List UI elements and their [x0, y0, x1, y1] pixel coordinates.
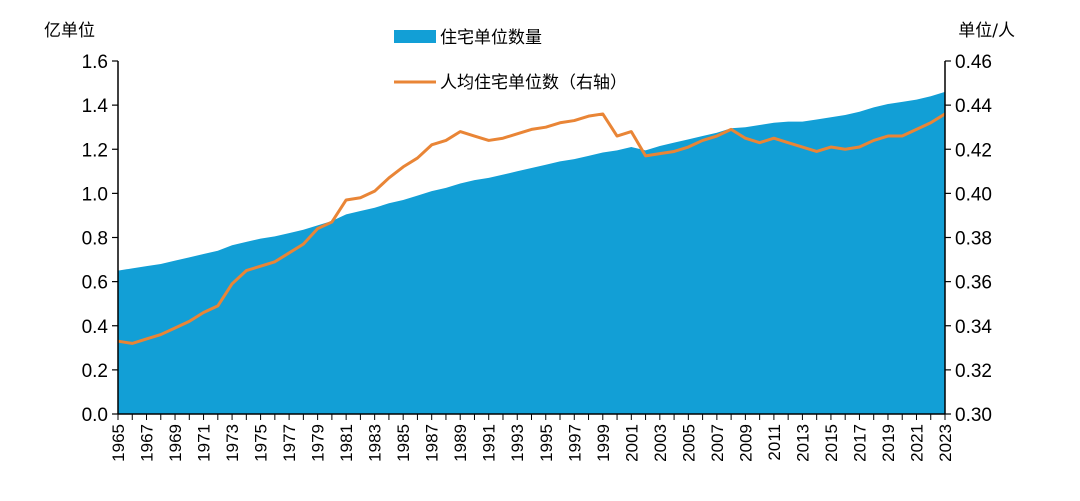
x-tick-label: 1995 [537, 424, 556, 462]
x-tick-label: 1981 [337, 424, 356, 462]
x-tick-label: 1977 [280, 424, 299, 462]
x-tick-label: 1993 [508, 424, 527, 462]
x-tick-label: 1987 [423, 424, 442, 462]
x-tick-label: 2011 [765, 424, 784, 461]
left-tick-label: 1.2 [82, 140, 108, 161]
left-tick-label: 1.6 [82, 52, 108, 73]
x-tick-label: 2019 [879, 424, 898, 462]
right-axis-unit: 单位/人 [958, 21, 1015, 41]
x-tick-label: 2003 [651, 424, 670, 462]
x-tick-label: 1967 [138, 424, 157, 462]
x-tick-label: 2005 [679, 424, 698, 462]
left-tick-label: 0.2 [82, 361, 108, 382]
left-axis-unit: 亿单位 [44, 21, 95, 41]
left-tick-label: 1.4 [82, 96, 109, 117]
left-tick-label: 1.0 [82, 184, 108, 205]
x-tick-label: 1969 [166, 424, 185, 462]
right-tick-label: 0.34 [955, 317, 992, 338]
legend-label-line: 人均住宅单位数（右轴） [440, 73, 627, 93]
x-tick-label: 1991 [480, 424, 499, 462]
x-tick-label: 2017 [850, 424, 869, 462]
left-axis-ticks: 0.0 0.2 0.4 0.6 0.8 1.0 1.2 1.4 1.6 [82, 52, 118, 426]
right-tick-label: 0.42 [955, 140, 992, 161]
legend: 住宅单位数量 人均住宅单位数（右轴） [394, 28, 627, 93]
legend-label-area: 住宅单位数量 [440, 28, 542, 48]
right-tick-label: 0.30 [955, 405, 992, 426]
right-tick-label: 0.38 [955, 229, 992, 250]
area-series-housing-units [118, 91, 945, 414]
x-tick-label: 2015 [822, 424, 841, 462]
x-tick-label: 2009 [736, 424, 755, 462]
x-tick-label: 1989 [451, 424, 470, 462]
plot-area [117, 91, 946, 414]
x-tick-label: 1965 [109, 424, 128, 462]
right-axis-ticks: 0.30 0.32 0.34 0.36 0.38 0.40 0.42 0.44 0.46 [945, 52, 992, 426]
legend-swatch-area [394, 30, 436, 43]
line-series-per-capita [117, 112, 946, 345]
x-tick-label: 1973 [223, 424, 242, 462]
x-tick-label: 1979 [309, 424, 328, 462]
x-tick-label: 1999 [594, 424, 613, 462]
x-axis-ticks: 1965 1967 1969 1971 1973 1975 1977 1979 1981 1983… [109, 414, 955, 462]
right-tick-label: 0.46 [955, 52, 992, 73]
right-tick-label: 0.36 [955, 273, 992, 294]
right-tick-label: 0.32 [955, 361, 992, 382]
x-tick-label: 1985 [394, 424, 413, 462]
left-tick-label: 0.6 [82, 273, 108, 294]
x-tick-label: 1997 [565, 424, 584, 462]
left-tick-label: 0.0 [82, 405, 108, 426]
x-tick-label: 2007 [708, 424, 727, 462]
right-tick-label: 0.40 [955, 184, 992, 205]
x-tick-label: 1983 [366, 424, 385, 462]
left-tick-label: 0.8 [82, 229, 108, 250]
x-tick-label: 2023 [936, 424, 955, 462]
left-tick-label: 0.4 [82, 317, 109, 338]
x-tick-label: 2013 [793, 424, 812, 462]
right-tick-label: 0.44 [955, 96, 992, 117]
x-tick-label: 1971 [195, 424, 214, 462]
x-tick-label: 1975 [252, 424, 271, 462]
x-tick-label: 2021 [907, 424, 926, 462]
x-tick-label: 2001 [622, 424, 641, 462]
